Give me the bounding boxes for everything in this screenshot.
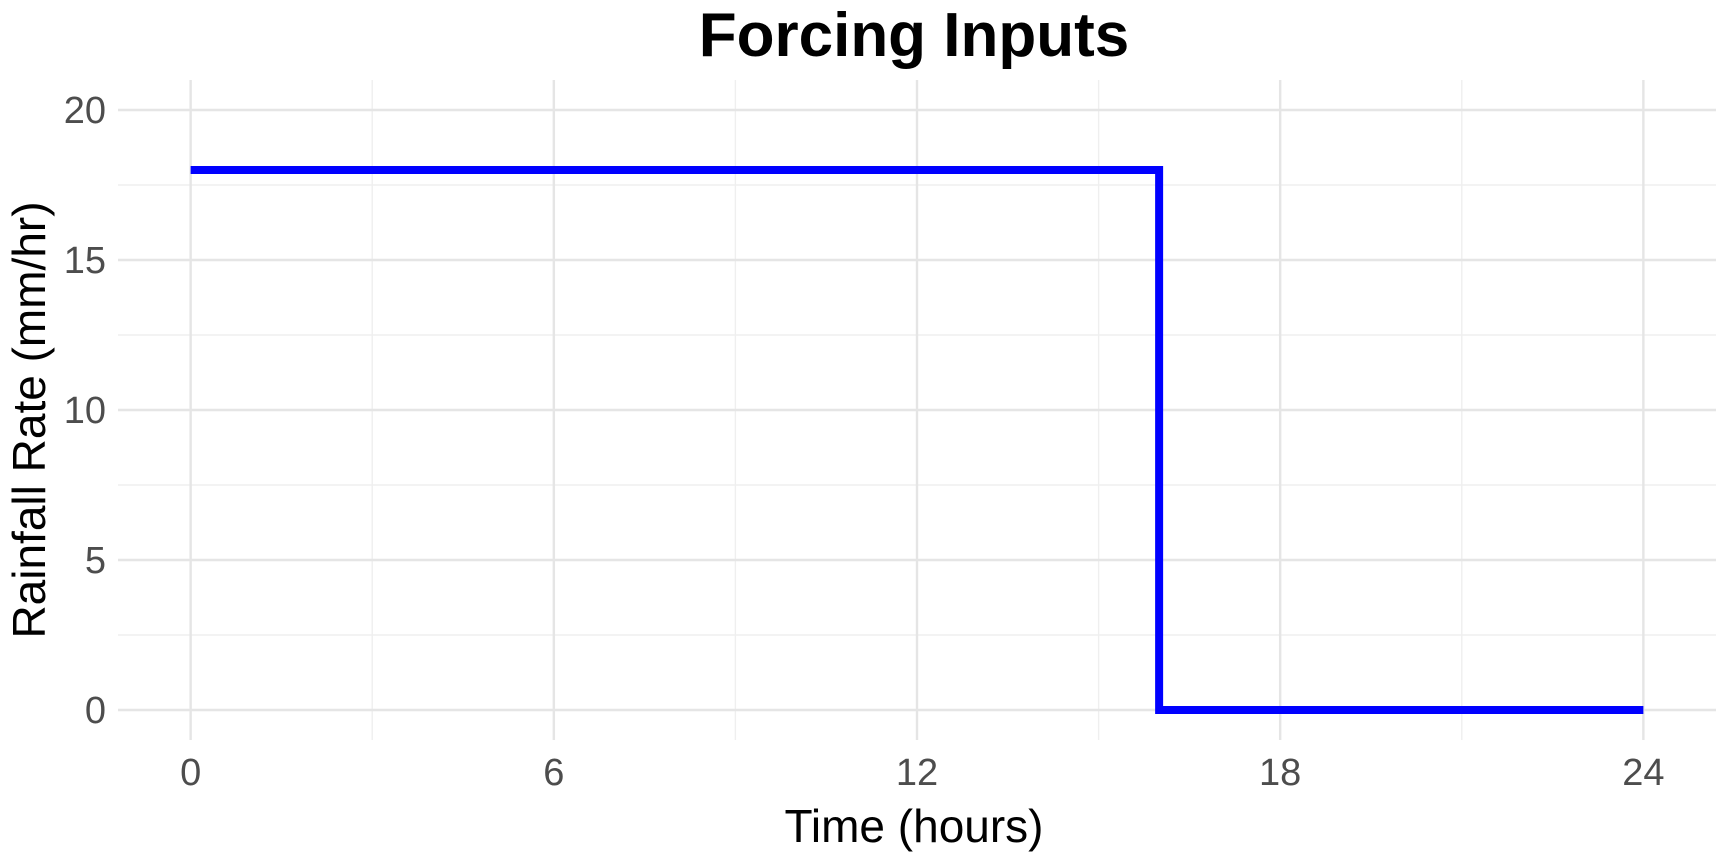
x-axis-label: Time (hours): [785, 800, 1044, 852]
x-tick-label: 12: [896, 752, 938, 794]
y-tick-label: 0: [85, 690, 106, 732]
rainfall-series-line: [190, 166, 1644, 714]
y-tick-label: 10: [64, 390, 106, 432]
x-tick-label: 0: [180, 752, 201, 794]
y-tick-label: 20: [64, 90, 106, 132]
chart-title: Forcing Inputs: [699, 1, 1130, 70]
y-tick-label: 5: [85, 540, 106, 582]
series-layer: [190, 166, 1644, 714]
x-tick-label: 6: [543, 752, 564, 794]
x-tick-label: 18: [1259, 752, 1301, 794]
y-tick-label: 15: [64, 240, 106, 282]
tick-labels: 0 6 12 18 24 0 5 10 15 20: [64, 90, 1665, 794]
grid: [118, 80, 1716, 740]
y-axis-label: Rainfall Rate (mm/hr): [3, 201, 55, 638]
x-tick-label: 24: [1622, 752, 1664, 794]
